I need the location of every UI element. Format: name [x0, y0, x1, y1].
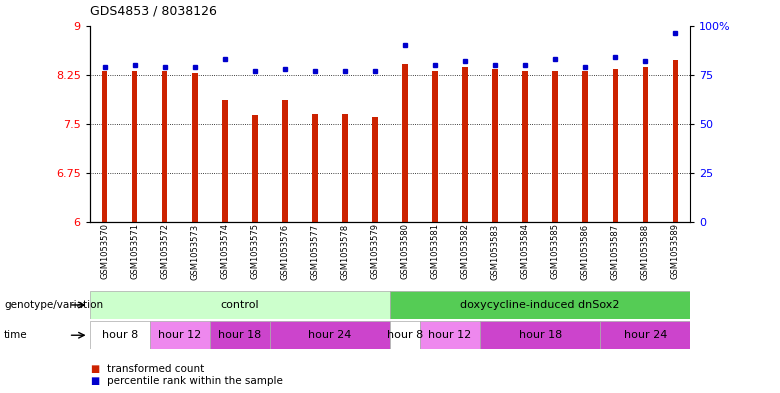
Text: hour 24: hour 24 [308, 330, 352, 340]
Text: doxycycline-induced dnSox2: doxycycline-induced dnSox2 [460, 300, 620, 310]
Bar [672, 60, 678, 222]
Bar [523, 71, 528, 222]
Bar [210, 321, 270, 349]
Bar [90, 321, 150, 349]
Bar [282, 99, 288, 222]
Text: ■: ■ [90, 376, 99, 386]
Bar [162, 72, 168, 222]
Bar [480, 321, 600, 349]
Text: hour 18: hour 18 [218, 330, 261, 340]
Bar [402, 64, 408, 222]
Bar [312, 114, 317, 222]
Text: genotype/variation: genotype/variation [4, 300, 103, 310]
Bar [600, 321, 690, 349]
Bar [390, 291, 690, 319]
Bar [583, 71, 588, 222]
Bar [612, 69, 618, 222]
Text: hour 24: hour 24 [623, 330, 667, 340]
Bar [432, 71, 438, 222]
Bar [390, 321, 420, 349]
Text: control: control [221, 300, 259, 310]
Bar [492, 70, 498, 222]
Text: hour 18: hour 18 [519, 330, 562, 340]
Text: GDS4853 / 8038126: GDS4853 / 8038126 [90, 5, 217, 18]
Text: hour 8: hour 8 [387, 330, 423, 340]
Bar [420, 321, 480, 349]
Bar [252, 115, 257, 222]
Bar [342, 114, 348, 222]
Text: hour 12: hour 12 [428, 330, 472, 340]
Text: transformed count: transformed count [107, 364, 204, 375]
Bar [270, 321, 390, 349]
Bar [552, 71, 558, 222]
Text: hour 12: hour 12 [158, 330, 201, 340]
Bar [222, 99, 228, 222]
Bar [192, 73, 197, 222]
Bar [132, 71, 137, 222]
Text: time: time [4, 330, 27, 340]
Bar [463, 68, 468, 222]
Bar [102, 72, 108, 222]
Bar [150, 321, 210, 349]
Text: hour 8: hour 8 [101, 330, 138, 340]
Bar [643, 68, 648, 222]
Text: ■: ■ [90, 364, 99, 375]
Bar [90, 291, 390, 319]
Bar [372, 117, 378, 222]
Text: percentile rank within the sample: percentile rank within the sample [107, 376, 282, 386]
